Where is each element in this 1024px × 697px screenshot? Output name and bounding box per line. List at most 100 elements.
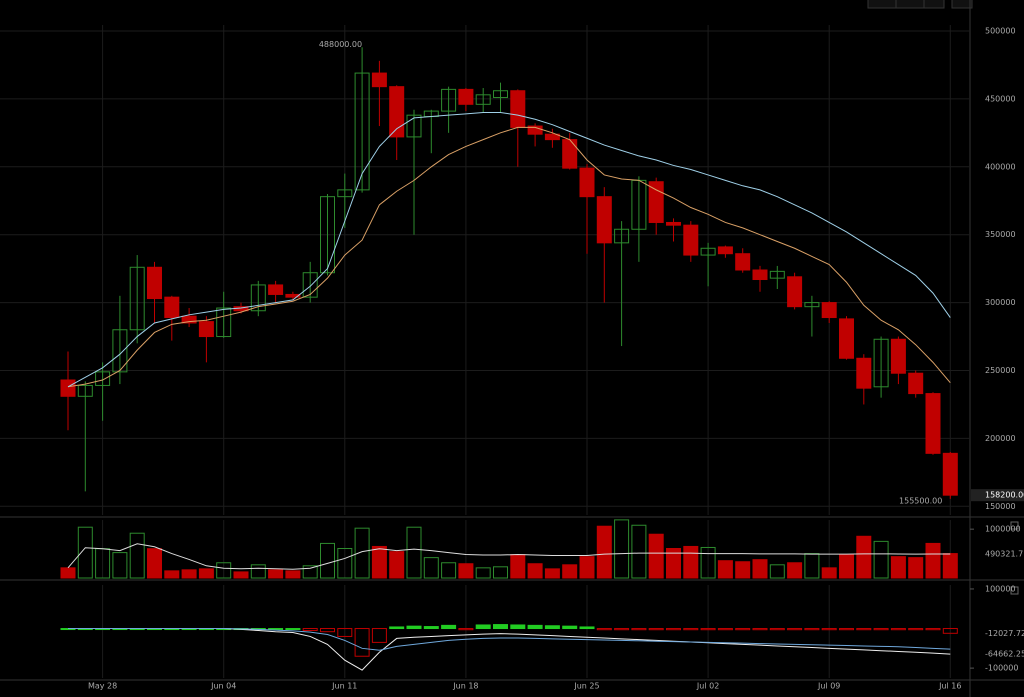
candle-body	[181, 315, 197, 324]
volume-bar	[354, 527, 370, 579]
ma-line	[68, 628, 951, 651]
histogram-bar	[389, 626, 405, 630]
histogram-bar	[579, 626, 595, 630]
volume-bar	[198, 568, 214, 579]
volume-bar	[147, 548, 162, 579]
candle-body	[95, 371, 111, 386]
histogram-bar	[717, 628, 733, 631]
x-tick-label: Jun 11	[331, 682, 357, 691]
ma-line	[67, 126, 951, 388]
toolbar-button[interactable]	[867, 0, 897, 9]
candle-body	[579, 167, 595, 198]
histogram-bar	[890, 628, 906, 631]
candle-body	[493, 90, 508, 99]
candle-body	[337, 189, 353, 198]
volume-bar	[164, 570, 180, 579]
candle-body	[441, 88, 457, 112]
y-tick-label: 350000	[985, 230, 1016, 239]
x-tick-label: Jul 09	[817, 682, 840, 691]
candle-body	[856, 357, 872, 389]
volume-bar	[475, 567, 491, 579]
histogram-bar	[648, 628, 664, 631]
x-tick-label: Jul 02	[696, 682, 719, 691]
histogram-value-label: -12027.72	[985, 629, 1024, 638]
panel-close[interactable]	[1010, 521, 1019, 530]
candle-body	[77, 384, 93, 397]
volume-bar	[631, 524, 647, 579]
y-tick-label: 250000	[985, 366, 1016, 375]
volume-bar	[250, 564, 266, 579]
candle-body	[700, 247, 716, 256]
histogram-bar	[596, 628, 612, 631]
candle-body	[873, 338, 889, 388]
volume-bar	[510, 554, 526, 579]
candle-body	[752, 269, 768, 281]
candle-body	[942, 452, 958, 496]
volume-bar	[839, 554, 854, 579]
volume-bar	[527, 563, 543, 579]
volume-bar	[942, 553, 958, 579]
volume-bar	[596, 525, 612, 579]
histogram-bar	[769, 628, 785, 631]
ma-value-label: 490321.71	[985, 550, 1024, 559]
volume-bar	[302, 565, 318, 579]
volume-bar	[925, 542, 941, 579]
toolbar-button[interactable]	[895, 0, 925, 9]
candle-body	[389, 86, 405, 138]
candle-body	[544, 133, 560, 141]
histogram-bar	[544, 625, 560, 630]
histogram-bar	[371, 628, 387, 643]
histogram-bar	[856, 628, 872, 631]
volume-bar	[406, 526, 422, 579]
candle-body	[320, 196, 335, 274]
histogram-bar	[735, 628, 751, 631]
panel-close[interactable]	[1010, 586, 1019, 595]
x-tick-label: Jun 04	[210, 682, 236, 691]
volume-bar	[700, 546, 716, 579]
volume-bar	[752, 559, 768, 579]
candle-body	[285, 293, 301, 298]
histogram-bar	[302, 628, 318, 632]
x-tick-label: Jun 25	[573, 682, 599, 691]
volume-bar	[320, 542, 335, 579]
volume-bar	[458, 563, 474, 579]
histogram-bar	[614, 628, 630, 631]
candle-body	[354, 72, 370, 191]
toolbar-button[interactable]	[923, 0, 945, 9]
candle-body	[562, 139, 578, 169]
histogram-bar	[683, 628, 699, 631]
candle-body	[510, 90, 526, 128]
volume-bar	[769, 564, 785, 579]
y-tick-label: 100000	[985, 584, 1016, 593]
last-price-box	[971, 489, 1024, 502]
candle-body	[666, 221, 681, 226]
volume-bar	[614, 519, 630, 579]
histogram-bar	[510, 624, 526, 630]
macd-value-label: -64662.25	[985, 650, 1024, 659]
volume-bar	[873, 540, 889, 579]
ma-line	[67, 543, 951, 570]
volume-bar	[60, 567, 76, 579]
candle-body	[198, 321, 214, 338]
candle-body	[406, 114, 422, 138]
candle-body	[717, 246, 733, 255]
histogram-bar	[320, 628, 335, 633]
toolbar-button[interactable]	[951, 0, 973, 9]
candle-body	[164, 296, 180, 319]
candle-body	[371, 72, 387, 88]
histogram-bar	[354, 628, 370, 657]
candle-body	[614, 228, 630, 244]
y-tick-label: 300000	[985, 298, 1016, 307]
volume-bar	[890, 556, 906, 579]
volume-bar	[717, 560, 733, 579]
candle-body	[683, 224, 699, 256]
volume-bar	[181, 569, 197, 579]
histogram-bar	[268, 628, 284, 631]
histogram-bar	[337, 628, 353, 637]
candle-body	[908, 372, 924, 395]
volume-bar	[216, 562, 232, 579]
toolbar	[867, 0, 973, 9]
y-tick-label: -100000	[985, 664, 1018, 673]
